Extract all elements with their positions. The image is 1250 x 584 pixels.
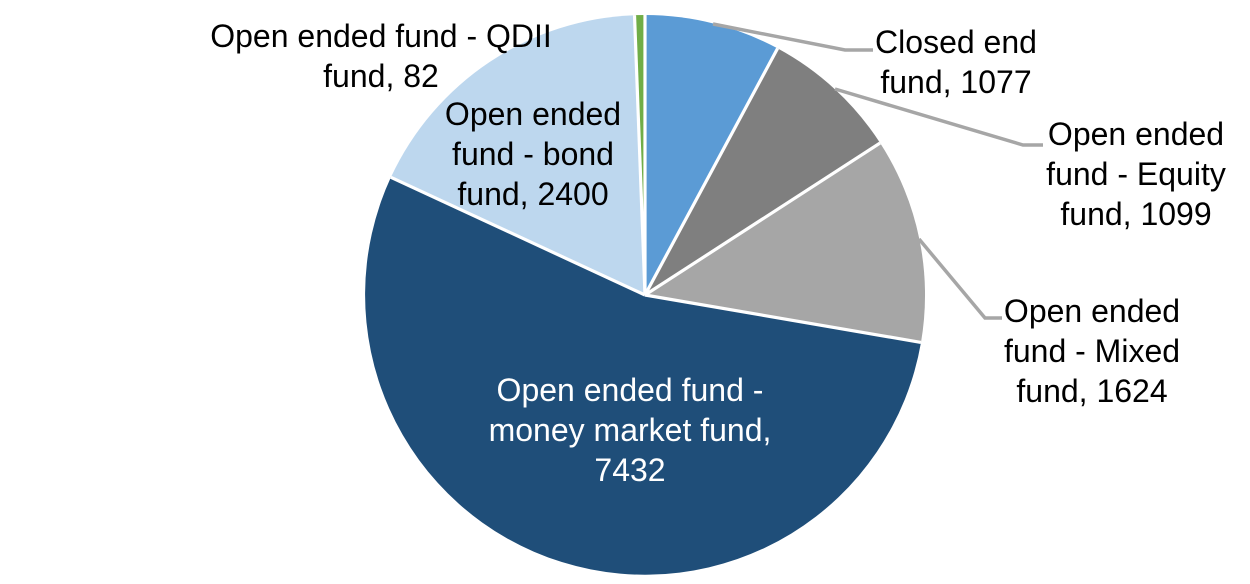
label-line: fund, 1099: [1060, 196, 1212, 232]
slice-border: [643, 47, 780, 296]
label-line: fund - Mixed: [1003, 333, 1181, 369]
label-line: fund, 1624: [1016, 373, 1168, 409]
leader-line-mixed-fund: [917, 237, 1002, 320]
label-line: fund - Equity: [1046, 156, 1226, 192]
data-label-equity-fund: Open ended fund - Equity fund, 1099: [1046, 114, 1226, 234]
label-line: fund - bond: [452, 136, 614, 172]
label-line: fund, 2400: [457, 176, 609, 212]
label-line: Open ended fund -: [496, 372, 764, 408]
data-label-qdii-fund: Open ended fund - QDII fund, 82: [210, 16, 552, 96]
leader-line-closed-end-fund: [712, 22, 873, 52]
leader-lines-group: [712, 22, 1043, 320]
slice-border: [390, 175, 646, 297]
leader-line-equity-fund: [834, 87, 1043, 147]
slice-border: [644, 293, 922, 344]
label-line: Closed end: [875, 24, 1037, 60]
label-line: Open ended fund - QDII: [210, 18, 552, 54]
data-label-money-market-fund: Open ended fund - money market fund, 743…: [489, 370, 772, 490]
label-line: money market fund,: [488, 412, 772, 448]
pie-slice-closed-end-fund[interactable]: [645, 15, 778, 295]
label-line: fund, 82: [323, 58, 439, 94]
label-line: 7432: [594, 452, 666, 488]
pie-slice-equity-fund[interactable]: [645, 48, 881, 296]
label-line: Open ended: [1047, 116, 1225, 152]
slices-group: [365, 15, 926, 575]
pie-slice-mixed-fund[interactable]: [645, 143, 926, 343]
slice-border: [644, 141, 881, 297]
pie-slice-money-market-fund[interactable]: [365, 177, 921, 575]
data-label-bond-fund: Open ended fund - bond fund, 2400: [445, 94, 621, 214]
label-line: Open ended: [444, 96, 622, 132]
data-label-mixed-fund: Open ended fund - Mixed fund, 1624: [1004, 291, 1180, 411]
label-line: fund, 1077: [880, 64, 1032, 100]
label-line: Open ended: [1003, 293, 1181, 329]
slice-border: [632, 15, 647, 296]
pie-slice-bond-fund[interactable]: [390, 15, 645, 295]
data-label-closed-end-fund: Closed end fund, 1077: [875, 22, 1037, 102]
